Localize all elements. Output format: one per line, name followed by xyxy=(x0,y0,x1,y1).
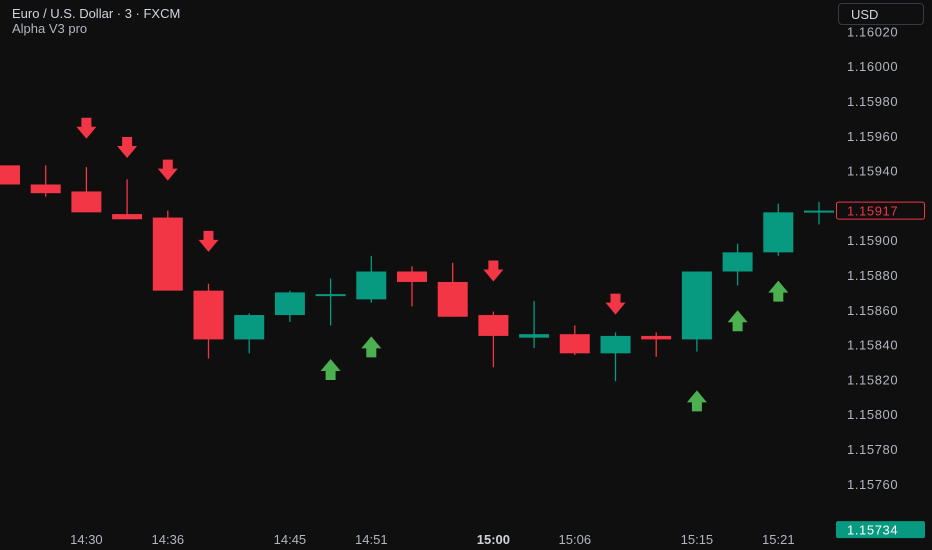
candle-body xyxy=(0,165,20,185)
sell-signal-arrow xyxy=(157,159,178,181)
y-tick-label: 1.15800 xyxy=(847,407,898,422)
candle xyxy=(722,243,753,286)
candle xyxy=(193,283,224,359)
y-tick-label: 1.15880 xyxy=(847,268,898,283)
candle-body xyxy=(681,271,712,340)
candle-body xyxy=(437,281,468,317)
y-tick-label: 1.16020 xyxy=(847,24,898,39)
buy-signal-arrow xyxy=(727,310,748,332)
y-tick-label: 1.15940 xyxy=(847,164,898,179)
candle-body xyxy=(478,315,509,336)
y-tick-label: 1.15900 xyxy=(847,233,898,248)
candle-body xyxy=(804,210,834,213)
symbol-title[interactable]: Euro / U.S. Dollar · 3 · FXCM xyxy=(12,6,181,21)
currency-button[interactable]: USD xyxy=(838,3,924,25)
x-tick-label: 15:15 xyxy=(681,532,714,547)
x-tick-label: 15:00 xyxy=(477,532,510,547)
candle-body xyxy=(71,191,102,213)
x-tick-label: 15:06 xyxy=(559,532,592,547)
y-tick-label: 1.15860 xyxy=(847,303,898,318)
sell-signal-arrow xyxy=(117,136,138,158)
candle xyxy=(30,165,61,197)
candle-body xyxy=(600,335,631,354)
candle xyxy=(559,325,590,356)
candle xyxy=(112,179,143,220)
sell-signal-arrow xyxy=(198,230,219,252)
y-tick-label: 1.15820 xyxy=(847,372,898,387)
sell-signal-arrow xyxy=(605,293,626,315)
price-badge-label: 1.15734 xyxy=(847,523,898,538)
x-tick-label: 15:21 xyxy=(762,532,795,547)
candle-body xyxy=(112,214,143,220)
candle xyxy=(804,201,834,225)
buy-signal-arrow xyxy=(686,390,707,412)
candle xyxy=(0,165,20,185)
candle xyxy=(437,262,468,317)
candle xyxy=(71,167,102,213)
candle xyxy=(152,210,183,291)
candle xyxy=(641,332,672,357)
candle-body xyxy=(356,271,387,300)
candle-body xyxy=(315,294,346,297)
candle-body xyxy=(397,271,427,282)
y-tick-label: 1.15980 xyxy=(847,94,898,109)
y-tick-label: 1.15840 xyxy=(847,338,898,353)
candle xyxy=(397,266,427,307)
candle xyxy=(356,255,387,303)
y-tick-label: 1.15760 xyxy=(847,477,898,492)
y-tick-label: 1.15960 xyxy=(847,129,898,144)
last-price-label: 1.15917 xyxy=(847,204,898,219)
x-tick-label: 14:51 xyxy=(355,532,388,547)
x-tick-label: 14:45 xyxy=(274,532,307,547)
buy-signal-arrow xyxy=(320,358,341,380)
candle-body xyxy=(274,292,305,316)
indicator-name[interactable]: Alpha V3 pro xyxy=(12,21,88,36)
last-price-box xyxy=(836,201,925,220)
candle-body xyxy=(234,315,265,340)
candle-body xyxy=(722,252,753,272)
candle xyxy=(681,271,712,352)
candle-body xyxy=(641,335,672,340)
candle xyxy=(519,301,550,349)
candle xyxy=(478,311,509,368)
candle-body xyxy=(193,290,224,340)
price-badge xyxy=(836,521,925,539)
candle xyxy=(600,332,631,382)
candle xyxy=(234,313,265,354)
candle xyxy=(315,278,346,326)
candle-body xyxy=(30,184,61,194)
candle xyxy=(274,290,305,322)
candle-body xyxy=(519,334,550,338)
candle-body xyxy=(559,334,590,354)
x-tick-label: 14:30 xyxy=(70,532,103,547)
candle xyxy=(763,203,794,256)
sell-signal-arrow xyxy=(76,117,97,139)
buy-signal-arrow xyxy=(768,280,789,302)
sell-signal-arrow xyxy=(483,260,504,282)
x-tick-label: 14:36 xyxy=(152,532,185,547)
candle-body xyxy=(763,212,794,253)
candle-body xyxy=(152,217,183,291)
buy-signal-arrow xyxy=(361,336,382,358)
y-tick-label: 1.16000 xyxy=(847,59,898,74)
y-tick-label: 1.15780 xyxy=(847,442,898,457)
